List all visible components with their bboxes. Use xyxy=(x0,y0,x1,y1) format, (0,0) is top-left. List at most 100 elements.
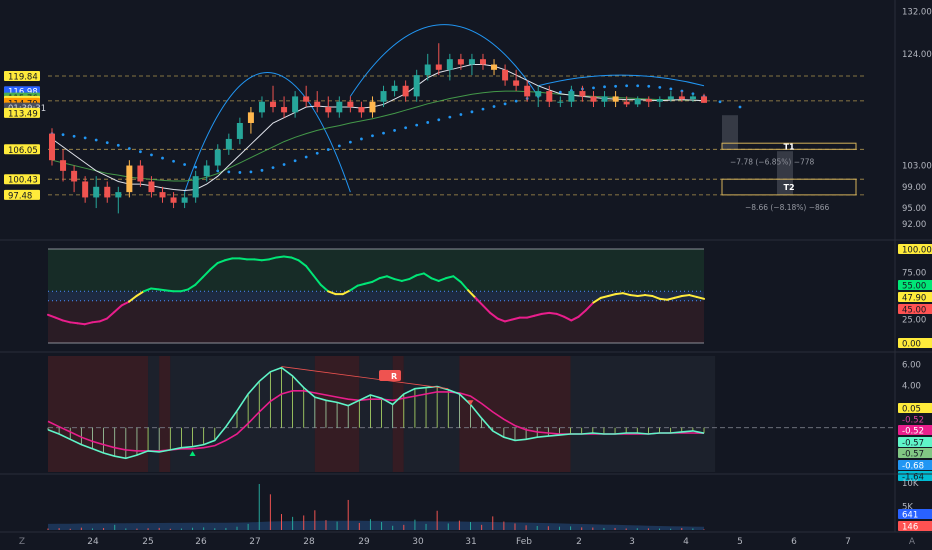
rsi-badge-2-text: 45.00 xyxy=(902,306,926,316)
candle-body-42[interactable] xyxy=(513,80,520,86)
rsi-segment-16 xyxy=(164,289,175,293)
candle-body-17[interactable] xyxy=(236,122,243,139)
candle-body-44[interactable] xyxy=(535,91,542,97)
candle-body-28[interactable] xyxy=(358,107,365,113)
candle-body-50[interactable] xyxy=(601,96,608,102)
candle-body-58[interactable] xyxy=(689,96,696,100)
rsi-segment-67 xyxy=(540,311,551,315)
candle-body-55[interactable] xyxy=(656,99,663,102)
candle-body-54[interactable] xyxy=(645,99,652,102)
rsi-segment-4 xyxy=(76,322,86,326)
target-note-2: −8.66 (−8.18%) −866 xyxy=(745,203,830,212)
macd-signal-line xyxy=(47,390,705,452)
candle-body-45[interactable] xyxy=(546,91,553,102)
candle-body-2[interactable] xyxy=(71,170,78,182)
candle-body-10[interactable] xyxy=(159,192,166,198)
rsi-segment-37 xyxy=(319,283,330,293)
candle-body-56[interactable] xyxy=(667,96,674,100)
price-badge-0-bg xyxy=(4,70,40,81)
candle-body-34[interactable] xyxy=(424,64,431,76)
candle-body-46[interactable] xyxy=(557,101,564,103)
price-panel[interactable]: T1 −7.78 (−6.85%) −778 T2 −8.66 (−8.18%) −8… xyxy=(4,7,932,230)
candle-body-32[interactable] xyxy=(402,85,409,97)
candle-body-39[interactable] xyxy=(479,59,486,65)
candle-body-53[interactable] xyxy=(634,99,641,105)
candle-body-15[interactable] xyxy=(214,149,221,166)
candle-body-52[interactable] xyxy=(623,101,630,105)
candle-body-41[interactable] xyxy=(502,69,509,81)
target-shade-1 xyxy=(722,115,738,150)
psar-dot-34 xyxy=(426,121,430,124)
candle-body-11[interactable] xyxy=(170,197,177,203)
candle-body-49[interactable] xyxy=(590,96,597,102)
macd-regime-37 xyxy=(459,356,571,472)
candle-body-47[interactable] xyxy=(568,91,575,102)
price-badge-8-bg xyxy=(4,174,40,185)
candle-body-29[interactable] xyxy=(369,101,376,113)
psar-dot-20 xyxy=(271,166,275,170)
candle-body-22[interactable] xyxy=(292,96,299,113)
macd-panel[interactable]: R6.004.002.000.05-0.52-0.52-0.57-0.57-0.… xyxy=(47,356,932,483)
price-badge-8-text: 100.43 xyxy=(8,176,38,186)
psar-dot-37 xyxy=(459,113,463,116)
candle-body-20[interactable] xyxy=(270,101,277,108)
psar-dot-21 xyxy=(282,163,286,166)
candle-body-5[interactable] xyxy=(104,186,111,198)
candle-body-40[interactable] xyxy=(491,64,498,70)
candle-body-4[interactable] xyxy=(93,186,100,198)
candle-body-26[interactable] xyxy=(336,101,343,113)
psar-dot-10 xyxy=(161,156,164,160)
candle-body-19[interactable] xyxy=(258,101,265,113)
signal-tag[interactable] xyxy=(379,370,401,381)
rsi-segment-6 xyxy=(91,320,101,324)
candle-body-36[interactable] xyxy=(446,59,453,70)
psar-dot-ext-0 xyxy=(718,100,722,104)
candle-body-8[interactable] xyxy=(137,165,144,182)
target-note-1: −7.78 (−6.85%) −778 xyxy=(730,157,815,166)
candle-body-3[interactable] xyxy=(82,181,89,198)
candle-body-27[interactable] xyxy=(347,101,354,108)
psar-dot-9 xyxy=(150,153,153,157)
candle-body-13[interactable] xyxy=(192,176,199,198)
candle-body-51[interactable] xyxy=(612,96,619,102)
candle-body-18[interactable] xyxy=(247,112,254,123)
candle-body-48[interactable] xyxy=(579,91,586,97)
rsi-segment-42 xyxy=(356,282,366,287)
candle-body-14[interactable] xyxy=(203,165,210,177)
target-box-1[interactable] xyxy=(721,142,857,150)
candle-body-24[interactable] xyxy=(314,101,321,108)
candle-body-35[interactable] xyxy=(435,64,442,70)
time-axis[interactable]: 24 25 26 27 28 29 30 31 Feb 2 3 4 5 6 7 Z A xyxy=(0,531,932,547)
macd-badge-4-text: -0.57 xyxy=(902,450,924,460)
candle-body-21[interactable] xyxy=(281,107,288,113)
x-tick-5: 29 xyxy=(358,537,370,547)
rsi-panel[interactable]: 100.0075.0025.000.0055.0047.9045.00100.0… xyxy=(47,244,932,350)
candle-body-59[interactable] xyxy=(701,96,707,103)
candle-body-37[interactable] xyxy=(457,59,464,65)
psar-dot-35 xyxy=(437,118,441,122)
candle-body-38[interactable] xyxy=(468,59,475,65)
candle-body-16[interactable] xyxy=(225,138,232,150)
volume-badge-1-text: 146 xyxy=(902,523,918,533)
rsi-segment-59 xyxy=(481,304,492,314)
x-tick-0: 24 xyxy=(87,537,99,547)
rsi-badge-2-bg xyxy=(898,304,932,314)
candle-body-31[interactable] xyxy=(391,85,398,92)
candle-body-43[interactable] xyxy=(524,85,531,97)
candle-body-30[interactable] xyxy=(380,91,387,102)
candle-body-7[interactable] xyxy=(126,165,133,193)
candle-body-23[interactable] xyxy=(303,96,310,102)
candle-body-57[interactable] xyxy=(678,96,685,100)
candle-body-12[interactable] xyxy=(181,197,188,203)
x-tick-4: 28 xyxy=(303,537,315,547)
price-tick-2: 103.00 xyxy=(902,162,932,172)
candle-body-6[interactable] xyxy=(115,192,122,198)
candle-body-0[interactable] xyxy=(49,133,55,161)
target-box-2[interactable] xyxy=(721,178,857,196)
candle-body-25[interactable] xyxy=(325,107,332,113)
candle-body-9[interactable] xyxy=(148,181,155,193)
candle-body-1[interactable] xyxy=(60,160,67,171)
candle-body-33[interactable] xyxy=(413,75,420,97)
